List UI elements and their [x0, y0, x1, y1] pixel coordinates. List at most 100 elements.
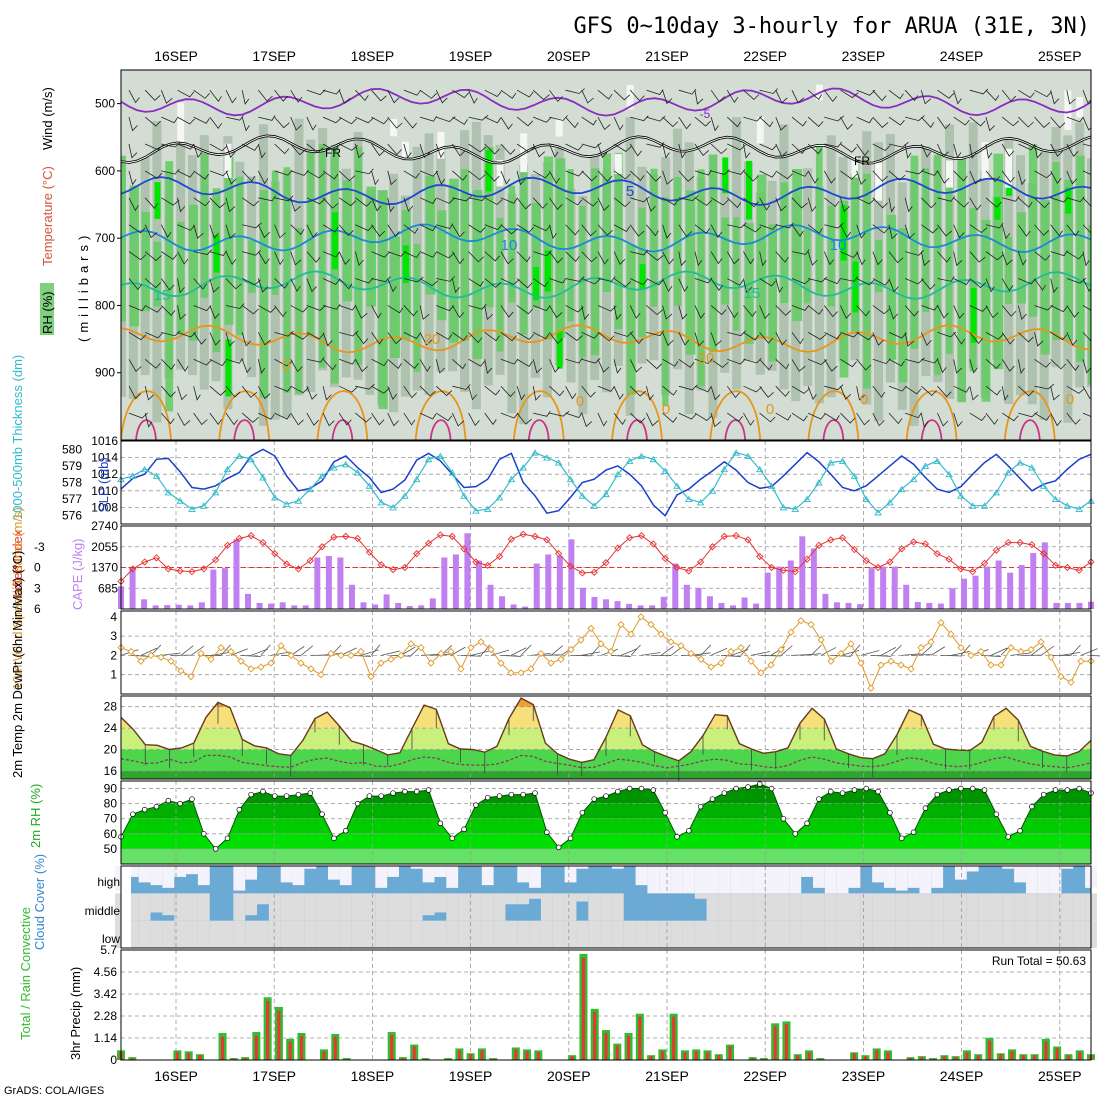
wind-barb [743, 197, 759, 208]
lifted-marker [531, 532, 539, 541]
wind-barb [322, 170, 339, 180]
wind-barb [937, 359, 947, 374]
cloud-gap [304, 893, 317, 921]
wind-barb [775, 170, 793, 180]
thickness-marker [188, 505, 196, 513]
lifted-marker [247, 532, 255, 540]
wind-barb [823, 89, 838, 103]
precip-conv-bar [1044, 1041, 1048, 1060]
rh-bright-patch [722, 157, 729, 194]
wind-barb [484, 278, 502, 288]
rh-marker [662, 809, 668, 816]
wind-barb [953, 251, 963, 267]
wind-marker [1047, 653, 1055, 661]
cloud-gap [387, 893, 399, 921]
wind-barb [969, 386, 979, 401]
wind-barb [274, 251, 284, 266]
wind-barb [678, 358, 695, 368]
wind-barb [225, 143, 236, 158]
cape-bar [845, 602, 852, 609]
wind-marker [417, 644, 425, 652]
wind-barb [694, 277, 713, 284]
wind-barb [339, 116, 357, 125]
cloud-gap [564, 866, 577, 883]
rh-bright-patch [840, 205, 847, 261]
cloud-gap [576, 893, 589, 902]
wind-barb [419, 412, 437, 420]
wind-barb [921, 170, 939, 176]
wind-marker [947, 630, 955, 638]
wind-barb [338, 412, 352, 426]
wind-barb [274, 385, 292, 392]
wind-barb-10m [630, 644, 641, 656]
rh-marker [733, 785, 739, 792]
warm-contour [905, 390, 958, 440]
wind-barb [937, 143, 949, 158]
rh-marker [981, 787, 988, 793]
wind-barb-10m [840, 650, 860, 656]
wind-barb [953, 224, 965, 239]
wind-barb [128, 170, 137, 186]
cloud-gap [919, 866, 932, 894]
wind-barb [339, 304, 357, 311]
wind-barb [436, 412, 453, 422]
wind-barb [629, 143, 642, 157]
wind-barb [662, 412, 678, 423]
wind-barb [937, 385, 952, 398]
cloud-gap [659, 920, 672, 948]
cloud-gap [375, 920, 388, 948]
cloud-gap [481, 920, 494, 948]
wind-barb [597, 197, 610, 211]
cloud-gap [883, 920, 896, 948]
cloud-gap [777, 920, 790, 948]
cloud-gap [753, 920, 766, 948]
wind-barb [678, 143, 686, 159]
cloud-gap [872, 920, 884, 948]
wind-barb [290, 170, 309, 176]
cloud-gap [895, 866, 908, 891]
rh-green-band [437, 210, 447, 321]
wind-marker [147, 651, 155, 660]
rh-marker [484, 794, 491, 801]
rh-marker [437, 820, 444, 827]
cape-bar [129, 568, 136, 609]
rh-marker [969, 785, 976, 792]
cloud-gap [966, 920, 979, 948]
thickness-marker [625, 457, 634, 464]
wind-barb-10m [870, 654, 891, 657]
wind-barb [549, 89, 563, 102]
wind-barb [177, 251, 189, 265]
wind-barb [662, 170, 673, 185]
wind-barb [807, 224, 823, 234]
wind-marker [657, 630, 665, 638]
cape-bar [464, 533, 471, 609]
wind-barb [597, 143, 608, 159]
cloud-gap [682, 866, 695, 894]
cloud-gap [954, 893, 967, 921]
cape-bar [753, 603, 760, 609]
precip-conv-bar [480, 1050, 484, 1060]
contour-label: -5 [700, 107, 711, 121]
wind-barb [500, 305, 514, 318]
wind-barb [355, 305, 368, 319]
wind-barb [403, 224, 419, 234]
wind-barb-10m [810, 644, 822, 656]
thickness-marker [330, 464, 338, 471]
wind-barb [1034, 170, 1053, 179]
wind-marker [207, 655, 215, 663]
wind-barb [355, 332, 369, 345]
date-label-top: 19SEP [449, 48, 493, 64]
precip-conv-bar [796, 1055, 800, 1060]
wind-barb [629, 89, 645, 102]
wind-barb [128, 385, 141, 400]
wind-barb [193, 197, 211, 207]
wind-barb [290, 305, 308, 313]
wind-barb [516, 197, 532, 210]
wind-barb [743, 305, 757, 317]
rh-dry-patch [851, 155, 859, 178]
rh-green-band [697, 169, 705, 387]
lifted-marker [862, 556, 870, 565]
wind-barb [1034, 143, 1043, 159]
thickness-tick: 578 [62, 476, 82, 490]
